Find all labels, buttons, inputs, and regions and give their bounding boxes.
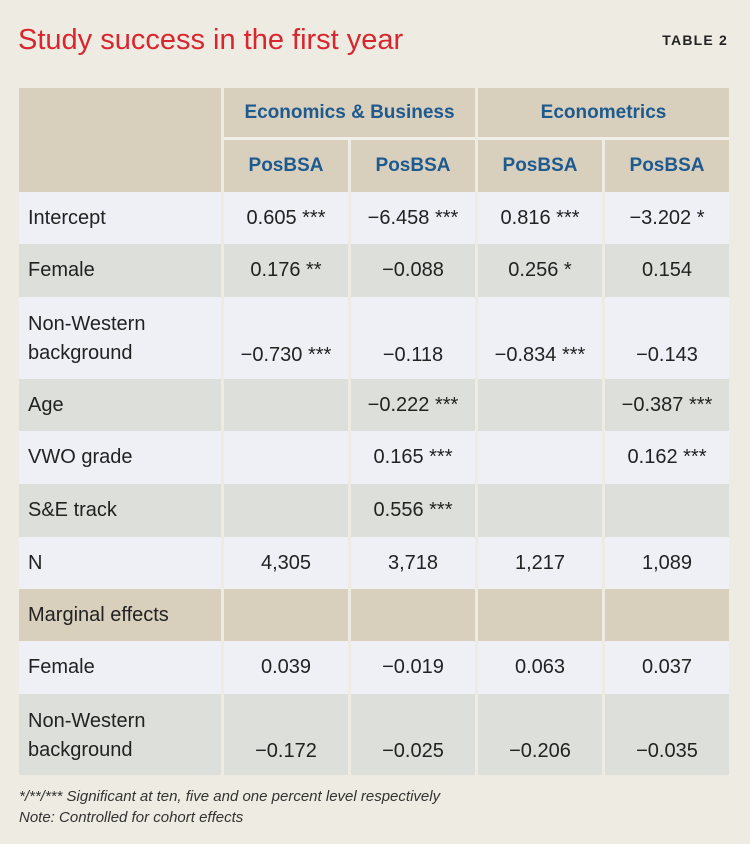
table-cell: −6.458 ***	[351, 192, 475, 244]
column-header: PosBSA	[351, 140, 475, 192]
table-corner	[19, 88, 221, 192]
table-cell	[478, 431, 602, 484]
table-cell	[224, 379, 348, 431]
row-label-n: N	[19, 537, 221, 589]
page-title: Study success in the first year	[18, 24, 404, 56]
row-label-non-western-marginal: Non-Western background	[19, 694, 221, 775]
table-label: TABLE 2	[662, 32, 728, 48]
table-cell: 0.176 **	[224, 244, 348, 297]
table-cell: 3,718	[351, 537, 475, 589]
table-cell	[224, 589, 348, 641]
table-cell: 0.556 ***	[351, 484, 475, 537]
section-label-marginal-effects: Marginal effects	[19, 589, 221, 641]
table-cell: 0.162 ***	[605, 431, 729, 484]
row-label-age: Age	[19, 379, 221, 431]
table-cell: −0.035	[605, 694, 729, 775]
table-cell: −0.143	[605, 297, 729, 379]
footnote-significance: */**/*** Significant at ten, five and on…	[19, 788, 441, 805]
table-cell: 0.605 ***	[224, 192, 348, 244]
table-cell: 1,089	[605, 537, 729, 589]
header-group-economics-business: Economics & Business	[224, 88, 475, 140]
table-cell: 1,217	[478, 537, 602, 589]
table-cell: 0.063	[478, 641, 602, 694]
table-cell: −0.025	[351, 694, 475, 775]
table-cell: −0.088	[351, 244, 475, 297]
table-cell: 4,305	[224, 537, 348, 589]
table-cell	[224, 431, 348, 484]
table-cell: −0.222 ***	[351, 379, 475, 431]
column-header: PosBSA	[224, 140, 348, 192]
column-header: PosBSA	[605, 140, 729, 192]
column-header: PosBSA	[478, 140, 602, 192]
row-label-non-western: Non-Western background	[19, 297, 221, 379]
table-cell: −0.172	[224, 694, 348, 775]
table-cell: −0.019	[351, 641, 475, 694]
table-cell: −0.206	[478, 694, 602, 775]
table-cell: −0.387 ***	[605, 379, 729, 431]
table-cell: −3.202 *	[605, 192, 729, 244]
row-label-intercept: Intercept	[19, 192, 221, 244]
table-cell	[351, 589, 475, 641]
table-cell: 0.816 ***	[478, 192, 602, 244]
footnote-note: Note: Controlled for cohort effects	[19, 809, 244, 826]
table-cell: 0.154	[605, 244, 729, 297]
table-cell: −0.730 ***	[224, 297, 348, 379]
table-cell: 0.037	[605, 641, 729, 694]
table-cell	[478, 484, 602, 537]
row-label-female-marginal: Female	[19, 641, 221, 694]
table-cell: −0.834 ***	[478, 297, 602, 379]
table-cell	[478, 589, 602, 641]
table-cell	[478, 379, 602, 431]
table-cell: −0.118	[351, 297, 475, 379]
table-cell	[605, 589, 729, 641]
table-cell	[605, 484, 729, 537]
footnotes: */**/*** Significant at ten, five and on…	[19, 786, 440, 828]
table-cell: 0.165 ***	[351, 431, 475, 484]
table-cell	[224, 484, 348, 537]
header-group-econometrics: Econometrics	[478, 88, 729, 140]
table-cell: 0.039	[224, 641, 348, 694]
row-label-female: Female	[19, 244, 221, 297]
row-label-vwo-grade: VWO grade	[19, 431, 221, 484]
results-table: Economics & Business Econometrics PosBSA…	[19, 88, 729, 778]
row-label-se-track: S&E track	[19, 484, 221, 537]
table-cell: 0.256 *	[478, 244, 602, 297]
